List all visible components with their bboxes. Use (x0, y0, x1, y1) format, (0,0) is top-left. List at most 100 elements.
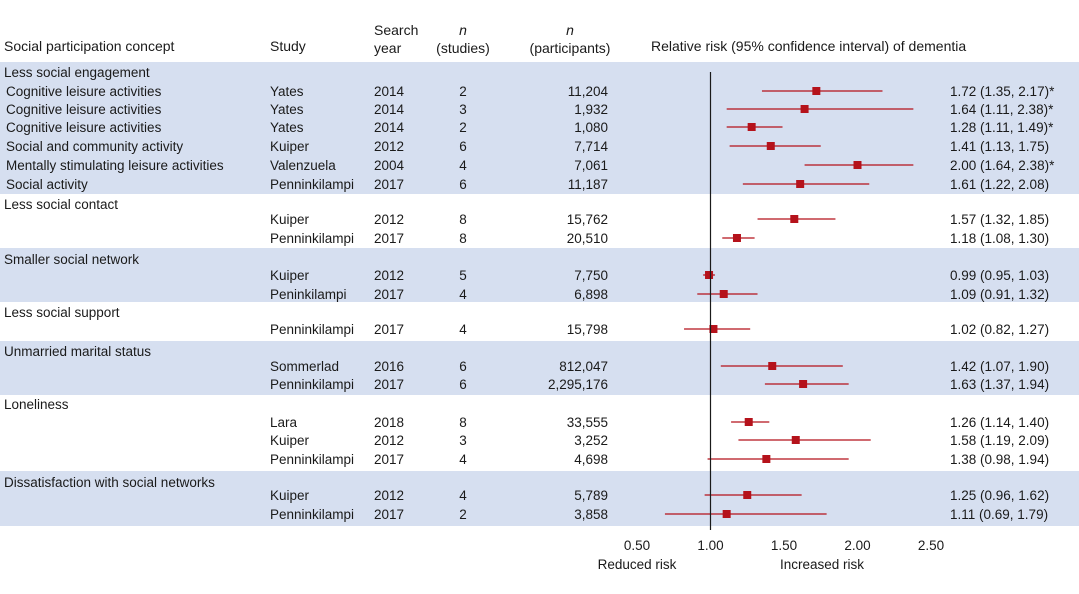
row-n-participants: 2,295,176 (548, 377, 608, 392)
row-n-participants: 7,061 (574, 158, 608, 173)
row-label: Social and community activity (6, 139, 183, 154)
header-effect: Relative risk (95% confidence interval) … (651, 38, 966, 54)
group-bands (0, 62, 1079, 526)
effect-marker (743, 491, 752, 499)
row-label: Cognitive leisure activities (6, 120, 162, 135)
header-study: Study (270, 38, 306, 54)
row-effect-text: 0.99 (0.95, 1.03) (950, 268, 1049, 283)
group-band (0, 62, 1079, 194)
row-effect-text: 1.72 (1.35, 2.17)* (950, 84, 1055, 99)
effect-marker (722, 510, 731, 518)
effect-marker (705, 271, 714, 279)
column-headers: Social participation concept Study Searc… (4, 22, 966, 56)
row-n-studies: 2 (459, 84, 467, 99)
row-n-studies: 5 (459, 268, 467, 283)
row-n-studies: 6 (459, 377, 467, 392)
row-study: Penninkilampi (270, 322, 354, 337)
x-axis: 0.50 1.00 1.50 2.00 2.50 Reduced risk Increase… (598, 72, 944, 572)
header-year-line2: year (374, 40, 402, 56)
row-effect-text: 1.58 (1.19, 2.09) (950, 433, 1049, 448)
effect-marker (744, 418, 753, 426)
row-n-studies: 4 (459, 287, 467, 302)
effect-marker (768, 362, 777, 370)
effect-marker (853, 161, 862, 169)
row-label: Mentally stimulating leisure activities (6, 158, 224, 173)
row-study: Penninkilampi (270, 177, 354, 192)
group-concept-label: Loneliness (4, 397, 69, 412)
row-label: Cognitive leisure activities (6, 84, 162, 99)
effect-marker (719, 290, 728, 298)
row-n-participants: 1,932 (574, 102, 608, 117)
row-study: Valenzuela (270, 158, 336, 173)
x-label-increased: Increased risk (780, 557, 864, 572)
row-n-studies: 3 (459, 433, 467, 448)
row-year: 2017 (374, 287, 404, 302)
row-effect-text: 1.41 (1.13, 1.75) (950, 139, 1049, 154)
effect-marker (799, 380, 808, 388)
x-tick-label: 1.00 (697, 538, 723, 553)
row-year: 2017 (374, 177, 404, 192)
row-year: 2017 (374, 322, 404, 337)
row-n-participants: 20,510 (567, 231, 608, 246)
row-study: Yates (270, 102, 304, 117)
row-n-studies: 3 (459, 102, 467, 117)
row-effect-text: 1.63 (1.37, 1.94) (950, 377, 1049, 392)
row-year: 2014 (374, 102, 405, 117)
group-concept-label: Dissatisfaction with social networks (4, 475, 215, 490)
row-study: Kuiper (270, 488, 310, 503)
row-n-participants: 3,252 (574, 433, 608, 448)
effect-marker (812, 87, 821, 95)
row-study: Kuiper (270, 139, 310, 154)
row-n-participants: 33,555 (567, 415, 608, 430)
row-study: Lara (270, 415, 298, 430)
row-study: Kuiper (270, 433, 310, 448)
row-effect-text: 1.57 (1.32, 1.85) (950, 212, 1049, 227)
row-n-studies: 8 (459, 212, 467, 227)
row-n-studies: 8 (459, 231, 467, 246)
row-n-studies: 8 (459, 415, 467, 430)
header-participants-line2: (participants) (530, 40, 611, 56)
row-effect-text: 1.61 (1.22, 2.08) (950, 177, 1049, 192)
header-year-line1: Search (374, 22, 418, 38)
group-band (0, 341, 1079, 395)
row-n-participants: 11,187 (568, 177, 608, 192)
header-studies-line1: n (459, 22, 467, 38)
effect-marker (732, 234, 741, 242)
effect-marker (800, 105, 809, 113)
group-band (0, 248, 1079, 302)
row-year: 2012 (374, 433, 404, 448)
row-study: Penninkilampi (270, 452, 354, 467)
row-label: Cognitive leisure activities (6, 102, 162, 117)
row-effect-text: 1.18 (1.08, 1.30) (950, 231, 1049, 246)
x-tick-label: 2.50 (918, 538, 944, 553)
x-tick-label: 1.50 (771, 538, 797, 553)
header-participants-line1: n (566, 22, 574, 38)
row-n-participants: 6,898 (574, 287, 608, 302)
group-concept-label: Less social support (4, 305, 120, 320)
row-year: 2018 (374, 415, 404, 430)
row-n-studies: 6 (459, 177, 467, 192)
row-n-participants: 1,080 (574, 120, 608, 135)
row-effect-text: 1.26 (1.14, 1.40) (950, 415, 1049, 430)
group-concept-label: Unmarried marital status (4, 344, 151, 359)
row-effect-text: 1.42 (1.07, 1.90) (950, 359, 1049, 374)
effect-marker (790, 215, 799, 223)
row-effect-text: 1.09 (0.91, 1.32) (950, 287, 1049, 302)
effect-marker (791, 436, 800, 444)
row-n-participants: 812,047 (559, 359, 608, 374)
row-n-participants: 7,714 (574, 139, 608, 154)
row-study: Yates (270, 120, 304, 135)
row-effect-text: 1.64 (1.11, 2.38)* (950, 102, 1054, 117)
x-tick-label: 2.00 (844, 538, 870, 553)
row-study: Penninkilampi (270, 377, 354, 392)
row-n-participants: 5,789 (574, 488, 608, 503)
row-effect-text: 1.02 (0.82, 1.27) (950, 322, 1049, 337)
effect-marker (766, 142, 775, 150)
row-year: 2012 (374, 212, 404, 227)
row-n-studies: 4 (459, 452, 467, 467)
effect-marker (796, 180, 805, 188)
group-concept-label: Less social contact (4, 197, 118, 212)
row-n-studies: 4 (459, 158, 467, 173)
row-n-participants: 15,762 (567, 212, 608, 227)
